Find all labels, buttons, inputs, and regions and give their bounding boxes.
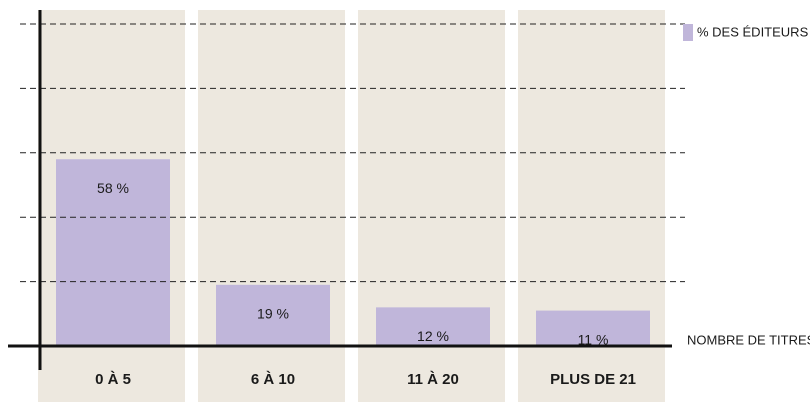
value-label: 11 %: [578, 331, 609, 347]
x-tick-label: 6 À 10: [251, 371, 295, 388]
bar: [536, 310, 650, 346]
bar: [216, 284, 330, 346]
bars: [56, 159, 650, 346]
x-axis-label: NOMBRE DE TITRES: [687, 332, 810, 347]
x-tick-label: 11 À 20: [407, 371, 459, 388]
value-label: 58 %: [97, 180, 129, 196]
legend-label: % DES ÉDITEURS: [697, 24, 809, 39]
x-tick-label: PLUS DE 21: [550, 371, 636, 388]
value-label: 12 %: [417, 328, 449, 344]
grid: [20, 23, 685, 283]
x-tick-label: 0 À 5: [95, 371, 131, 388]
bar: [376, 307, 490, 346]
value-label: 19 %: [257, 306, 289, 322]
legend-swatch: [683, 24, 693, 41]
bar: [56, 159, 170, 346]
